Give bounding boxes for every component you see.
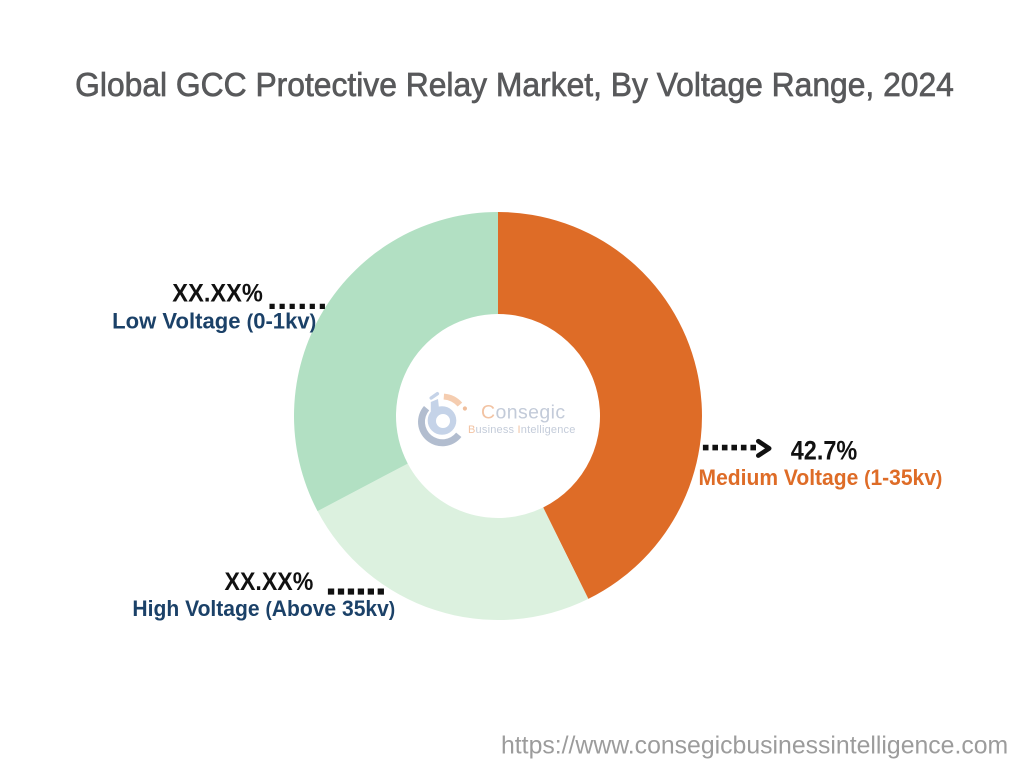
svg-text:Business Intelligence: Business Intelligence: [468, 424, 576, 436]
svg-text:XX.XX%: XX.XX%: [225, 568, 314, 596]
svg-text:https://www.consegicbusinessin: https://www.consegicbusinessintelligence…: [501, 733, 1008, 760]
svg-text:XX.XX%: XX.XX%: [172, 280, 263, 308]
svg-text:Consegic: Consegic: [481, 402, 566, 424]
svg-text:Low Voltage (0-1kv): Low Voltage (0-1kv): [112, 308, 316, 333]
svg-text:42.7%: 42.7%: [791, 436, 857, 466]
svg-text:High Voltage (Above 35kv): High Voltage (Above 35kv): [132, 595, 395, 621]
svg-text:Medium Voltage (1-35kv): Medium Voltage (1-35kv): [699, 465, 943, 491]
svg-text:Global GCC Protective Relay Ma: Global GCC Protective Relay Market, By V…: [75, 65, 954, 103]
